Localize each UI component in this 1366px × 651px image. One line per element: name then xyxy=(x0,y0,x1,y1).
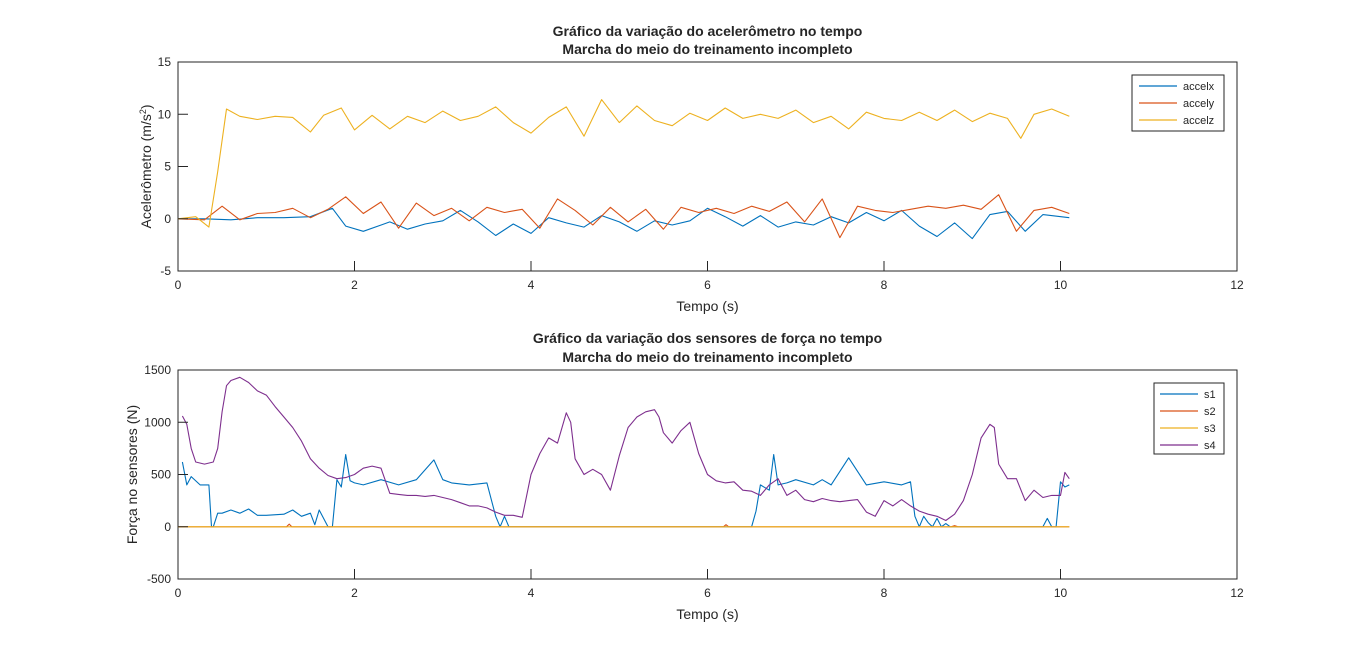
y-tick-label: 0 xyxy=(164,212,171,226)
x-axis-label: Tempo (s) xyxy=(676,298,738,314)
y-axis-label-main: Acelerômetro (m/s xyxy=(138,114,154,228)
force-sensor-chart: Gráfico da variação dos sensores de forç… xyxy=(124,330,1244,622)
x-tick-10: 10 xyxy=(1054,569,1068,600)
y-tick-label: 0 xyxy=(164,520,171,534)
x-tick-2: 2 xyxy=(351,569,358,600)
legend-entry-s4: s4 xyxy=(1160,440,1216,452)
x-tick-4: 4 xyxy=(528,261,535,292)
y-tick-label: -500 xyxy=(147,572,171,586)
x-tick-6: 6 xyxy=(704,569,711,600)
chart-title-line-1: Gráfico da variação do acelerômetro no t… xyxy=(553,23,863,39)
series-line-s1 xyxy=(181,454,1070,528)
y-tick-label: 10 xyxy=(158,107,172,121)
y-tick-15: 15 xyxy=(158,55,188,69)
x-tick-8: 8 xyxy=(881,569,888,600)
y-tick-1500: 1500 xyxy=(144,363,188,377)
legend-label: accely xyxy=(1183,98,1215,110)
y-tick-10: 10 xyxy=(158,107,188,121)
legend-entry-accelx: accelx xyxy=(1139,81,1215,93)
x-axis: 0 2 4 6 8 10 12 Tempo (s) xyxy=(175,569,1244,622)
series-line-accely xyxy=(177,194,1070,239)
y-tick-0: 0 xyxy=(164,520,188,534)
legend-label: s1 xyxy=(1204,389,1216,401)
y-tick-1000: 1000 xyxy=(144,415,188,429)
y-tick-0: 0 xyxy=(164,212,188,226)
y-tick-label: 1500 xyxy=(144,363,171,377)
y-tick-neg5: -5 xyxy=(160,264,188,278)
legend-entry-s3: s3 xyxy=(1160,423,1216,435)
x-tick-4: 4 xyxy=(528,569,535,600)
series-line-s2 xyxy=(178,523,1070,528)
y-tick-5: 5 xyxy=(164,160,188,174)
x-tick-0: 0 xyxy=(175,261,182,292)
x-tick-label: 4 xyxy=(528,586,535,600)
accelerometer-chart: Gráfico da variação do acelerômetro no t… xyxy=(138,23,1244,314)
series-line-accelx xyxy=(178,207,1070,240)
x-tick-label: 6 xyxy=(704,586,711,600)
x-tick-2: 2 xyxy=(351,261,358,292)
legend-label: s4 xyxy=(1204,440,1216,452)
y-axis: 15 10 5 0 -5 Acelerômetro (m/s2) xyxy=(138,55,188,278)
x-tick-0: 0 xyxy=(175,569,182,600)
legend-label: s3 xyxy=(1204,423,1216,435)
y-tick-neg500: -500 xyxy=(147,572,188,586)
x-tick-label: 0 xyxy=(175,586,182,600)
x-tick-12: 12 xyxy=(1230,569,1244,600)
x-tick-12: 12 xyxy=(1230,261,1244,292)
x-tick-6: 6 xyxy=(704,261,711,292)
x-axis-label: Tempo (s) xyxy=(676,606,738,622)
x-tick-label: 6 xyxy=(704,278,711,292)
chart-title-line-2: Marcha do meio do treinamento incompleto xyxy=(562,41,852,57)
y-axis-label: Acelerômetro (m/s2) xyxy=(138,104,154,228)
y-tick-500: 500 xyxy=(151,468,188,482)
legend: s1 s2 s3 s4 xyxy=(1153,382,1225,455)
y-tick-label: 15 xyxy=(158,55,172,69)
legend-entry-accelz: accelz xyxy=(1139,115,1214,127)
series-group xyxy=(177,99,1070,240)
legend-entry-s2: s2 xyxy=(1160,406,1216,418)
series-line-s4 xyxy=(181,376,1070,522)
legend-label: s2 xyxy=(1204,406,1216,418)
y-axis-label: Força no sensores (N) xyxy=(124,405,140,544)
legend-entry-accely: accely xyxy=(1139,98,1215,110)
x-tick-label: 8 xyxy=(881,586,888,600)
y-axis-label-end: ) xyxy=(138,104,154,109)
x-axis: 0 2 4 6 8 10 12 Tempo (s) xyxy=(175,261,1244,314)
chart-title-line-2: Marcha do meio do treinamento incompleto xyxy=(562,349,852,365)
x-tick-label: 10 xyxy=(1054,586,1068,600)
y-tick-label: -5 xyxy=(160,264,171,278)
x-tick-10: 10 xyxy=(1054,261,1068,292)
x-tick-label: 8 xyxy=(881,278,888,292)
series-group xyxy=(178,376,1070,528)
plot-area xyxy=(177,61,1238,272)
y-axis-label-superscript: 2 xyxy=(138,109,148,114)
x-tick-label: 4 xyxy=(528,278,535,292)
y-tick-label: 1000 xyxy=(144,415,171,429)
x-tick-label: 10 xyxy=(1054,278,1068,292)
series-line-accelz xyxy=(177,99,1070,228)
y-tick-label: 500 xyxy=(151,468,171,482)
legend-entry-s1: s1 xyxy=(1160,389,1216,401)
chart-title-line-1: Gráfico da variação dos sensores de forç… xyxy=(533,330,882,346)
x-tick-label: 0 xyxy=(175,278,182,292)
x-tick-label: 2 xyxy=(351,278,358,292)
legend-box xyxy=(1153,382,1225,455)
y-axis: 1500 1000 500 0 -500 Força no sensores (… xyxy=(124,363,188,586)
legend-label: accelz xyxy=(1183,115,1214,127)
x-tick-label: 12 xyxy=(1230,278,1244,292)
x-tick-label: 2 xyxy=(351,586,358,600)
x-tick-8: 8 xyxy=(881,261,888,292)
y-tick-label: 5 xyxy=(164,160,171,174)
legend: accelx accely accelz xyxy=(1131,74,1225,132)
x-tick-label: 12 xyxy=(1230,586,1244,600)
legend-label: accelx xyxy=(1183,81,1215,93)
